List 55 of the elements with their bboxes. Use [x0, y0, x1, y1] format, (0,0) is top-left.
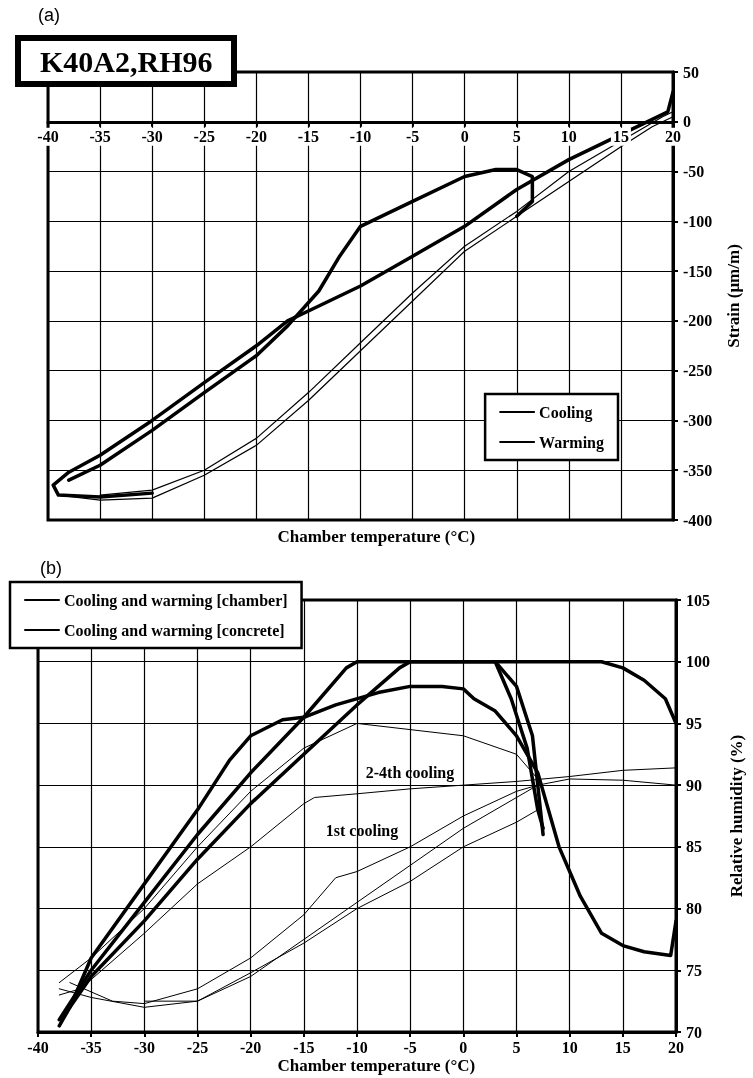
x-tick-label: -20	[245, 128, 267, 146]
y-tick-label: 75	[686, 961, 702, 979]
y-tick-label: 80	[686, 900, 702, 918]
legend-label: Cooling and warming [concrete]	[64, 621, 285, 640]
x-axis-title: Chamber temperature (°C)	[277, 527, 476, 546]
legend-label: Cooling and warming [chamber]	[64, 591, 288, 610]
x-tick-label: -25	[193, 128, 215, 146]
x-tick-label: 20	[665, 128, 681, 146]
y-tick-label: -200	[683, 312, 713, 330]
x-tick-label: 0	[460, 128, 469, 146]
x-tick-label: 0	[459, 1038, 468, 1056]
x-tick-label: -30	[133, 1038, 155, 1056]
x-tick-label: 10	[560, 128, 577, 146]
y-tick-label: 100	[686, 653, 710, 671]
y-tick-label: 95	[686, 714, 702, 732]
y-tick-label: 85	[686, 838, 702, 856]
x-tick-label: 5	[512, 1038, 521, 1056]
x-tick-label: 10	[561, 1038, 578, 1056]
y-tick-label: 70	[686, 1023, 702, 1041]
y-tick-label: -100	[683, 212, 713, 230]
x-tick-label: -10	[349, 128, 372, 146]
y-tick-label: 50	[683, 63, 699, 81]
x-tick-label: -10	[346, 1038, 368, 1056]
y-tick-label: -400	[683, 511, 713, 529]
y-tick-label: 0	[683, 113, 691, 131]
y-tick-label: 90	[686, 776, 702, 794]
x-tick-label: 15	[612, 128, 629, 146]
legend-label: Cooling	[539, 403, 593, 422]
x-tick-label: 5	[512, 128, 521, 146]
y-axis-title: Strain (μm/m)	[724, 244, 743, 348]
x-tick-label: -5	[405, 128, 420, 146]
x-tick-label: -35	[80, 1038, 102, 1056]
x-axis-title: Chamber temperature (°C)	[277, 1056, 476, 1075]
y-tick-label: -250	[683, 362, 713, 380]
y-tick-label: -50	[683, 163, 705, 181]
x-tick-label: -25	[186, 1038, 209, 1056]
y-tick-label: -300	[683, 411, 713, 429]
x-tick-label: -40	[37, 128, 59, 146]
text: (b)	[40, 558, 62, 578]
y-tick-label: 105	[686, 591, 710, 609]
x-tick-label: -5	[403, 1038, 417, 1056]
x-tick-label: 15	[614, 1038, 631, 1056]
x-tick-label: 20	[668, 1038, 684, 1056]
x-tick-label: -30	[141, 128, 163, 146]
chart-title: K40A2,RH96	[40, 44, 213, 78]
x-tick-label: -20	[240, 1038, 262, 1056]
x-tick-label: -15	[293, 1038, 315, 1056]
text: (a)	[38, 5, 60, 25]
y-tick-label: -150	[683, 262, 713, 280]
y-tick-label: -350	[683, 461, 713, 479]
y-axis-title: Relative humidity (%)	[727, 734, 746, 898]
legend-label: Warming	[539, 433, 604, 452]
x-tick-label: -35	[89, 128, 111, 146]
x-tick-label: -40	[27, 1038, 49, 1056]
x-tick-label: -15	[297, 128, 320, 146]
